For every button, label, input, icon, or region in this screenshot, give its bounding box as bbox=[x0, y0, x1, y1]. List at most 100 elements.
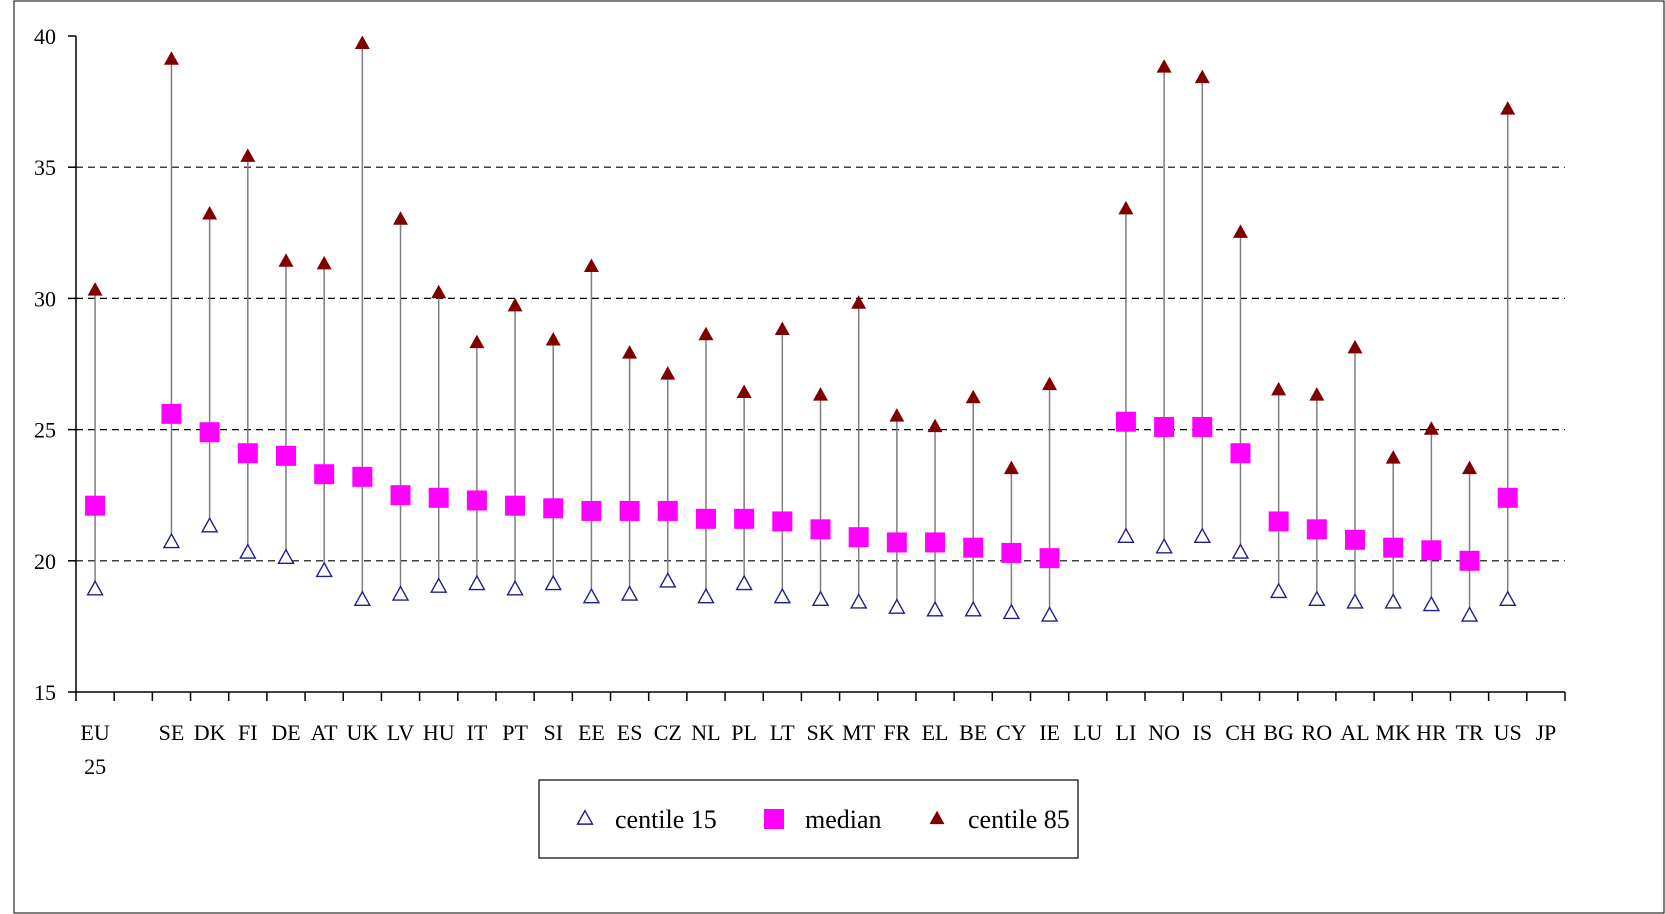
median-point bbox=[85, 495, 106, 516]
median-point bbox=[1192, 416, 1213, 437]
y-tick-label: 30 bbox=[34, 286, 56, 311]
range-lines bbox=[94, 43, 1509, 616]
centile-15-point bbox=[582, 587, 601, 604]
median-point bbox=[734, 508, 755, 529]
centile-15-point bbox=[1269, 582, 1288, 599]
x-tick-label: LT bbox=[770, 720, 795, 745]
median-point bbox=[1001, 542, 1022, 563]
data-markers bbox=[85, 35, 1518, 622]
centile-85-point bbox=[774, 321, 790, 336]
centile-15-point bbox=[1460, 606, 1479, 622]
y-axis-ticks: 15 20 25 30 35 40 bbox=[34, 24, 76, 705]
centile-85-point bbox=[507, 297, 523, 312]
median-point bbox=[657, 500, 678, 521]
centile-15-point bbox=[468, 574, 486, 591]
y-tick-label: 20 bbox=[34, 549, 56, 574]
x-tick-label: JP bbox=[1536, 720, 1557, 745]
median-point bbox=[466, 490, 487, 511]
centile-15-point bbox=[506, 579, 524, 596]
median-point bbox=[237, 443, 258, 464]
centile-85-point bbox=[163, 51, 179, 65]
x-tick-label: ES bbox=[617, 720, 643, 745]
x-tick-label: HU bbox=[423, 720, 455, 745]
x-tick-label: FR bbox=[883, 720, 910, 745]
x-tick-label: HR bbox=[1416, 720, 1447, 745]
median-point bbox=[1154, 416, 1175, 437]
centile-15-point bbox=[1384, 592, 1402, 609]
x-tick-label: TR bbox=[1455, 720, 1483, 745]
centile-15-point bbox=[162, 532, 181, 549]
centile-85-point bbox=[354, 35, 370, 50]
x-tick-label: SI bbox=[543, 720, 563, 745]
centile-85-point bbox=[1347, 339, 1363, 354]
centile-15-point bbox=[926, 600, 944, 617]
centile-85-point bbox=[431, 284, 447, 299]
centile-85-point bbox=[545, 332, 561, 346]
x-tick-label: BE bbox=[959, 720, 987, 745]
centile-85-point bbox=[393, 211, 409, 225]
x-tick-label: PL bbox=[731, 720, 757, 745]
centile-85-point bbox=[1423, 421, 1439, 435]
x-tick-label: UK bbox=[346, 720, 378, 745]
median-point bbox=[314, 464, 335, 485]
x-tick-label: AL bbox=[1340, 720, 1369, 745]
centile-85-point bbox=[316, 255, 332, 270]
centile-15-point bbox=[773, 587, 792, 604]
x-tick-label: MK bbox=[1375, 720, 1411, 745]
legend-centile-15-label: centile 15 bbox=[615, 805, 717, 834]
x-tick-label: RO bbox=[1302, 720, 1333, 745]
centile-85-point bbox=[698, 326, 714, 341]
x-tick-label: IS bbox=[1193, 720, 1213, 745]
centile-15-point bbox=[735, 574, 753, 591]
x-tick-label: MT bbox=[842, 720, 876, 745]
centile-85-point bbox=[583, 258, 599, 273]
median-point bbox=[695, 508, 716, 529]
legend-centile-85-icon bbox=[929, 810, 945, 825]
x-tick-label: US bbox=[1494, 720, 1522, 745]
legend-centile-85-label: centile 85 bbox=[968, 805, 1070, 834]
centile-15-point bbox=[1040, 606, 1059, 622]
median-point bbox=[161, 403, 182, 424]
y-tick-label: 35 bbox=[34, 155, 56, 180]
median-point bbox=[390, 485, 411, 506]
centile-85-point bbox=[469, 334, 485, 349]
median-point bbox=[1459, 550, 1480, 571]
centile-15-point bbox=[811, 590, 830, 606]
centile-15-point bbox=[353, 590, 372, 606]
y-tick-label: 15 bbox=[34, 680, 56, 705]
centile-85-point bbox=[1309, 387, 1325, 401]
x-tick-label: IT bbox=[467, 720, 488, 745]
centile-15-point bbox=[697, 587, 715, 604]
median-point bbox=[505, 495, 526, 516]
centile-15-point bbox=[1231, 543, 1250, 559]
centile-15-point bbox=[1499, 590, 1517, 606]
median-point bbox=[848, 527, 869, 548]
centile-15-point bbox=[620, 585, 639, 601]
legend-centile-15-icon bbox=[576, 809, 594, 825]
centile-15-point bbox=[544, 574, 562, 591]
y-tick-label: 25 bbox=[34, 418, 56, 443]
median-point bbox=[1268, 511, 1289, 532]
centile-15-point bbox=[86, 579, 104, 596]
median-point bbox=[543, 498, 564, 519]
centile-85-point bbox=[736, 384, 752, 398]
median-point bbox=[1383, 537, 1404, 558]
median-point bbox=[199, 422, 220, 443]
x-tick-label: SK bbox=[806, 720, 834, 745]
y-tick-label: 40 bbox=[34, 24, 56, 49]
centile-15-point bbox=[964, 600, 982, 617]
median-point bbox=[275, 445, 296, 466]
centile-15-point bbox=[888, 598, 906, 614]
centile-85-point bbox=[1194, 69, 1210, 84]
x-tick-label: LI bbox=[1116, 720, 1137, 745]
centile-85-point bbox=[1042, 376, 1058, 391]
centile-85-point bbox=[965, 389, 981, 404]
median-point bbox=[1039, 548, 1060, 569]
x-tick-label: SE bbox=[159, 720, 185, 745]
centile-85-point bbox=[1232, 224, 1248, 238]
centile-85-point bbox=[87, 282, 103, 296]
x-tick-label: PT bbox=[502, 720, 528, 745]
x-tick-label: BG bbox=[1263, 720, 1294, 745]
centile-15-point bbox=[1422, 595, 1441, 612]
